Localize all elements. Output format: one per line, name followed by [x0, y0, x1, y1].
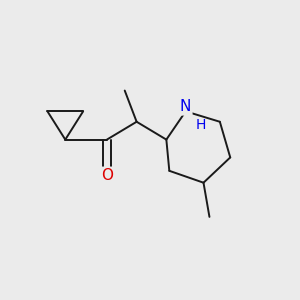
Text: H: H: [195, 118, 206, 132]
Text: N: N: [180, 99, 191, 114]
Text: O: O: [101, 168, 113, 183]
